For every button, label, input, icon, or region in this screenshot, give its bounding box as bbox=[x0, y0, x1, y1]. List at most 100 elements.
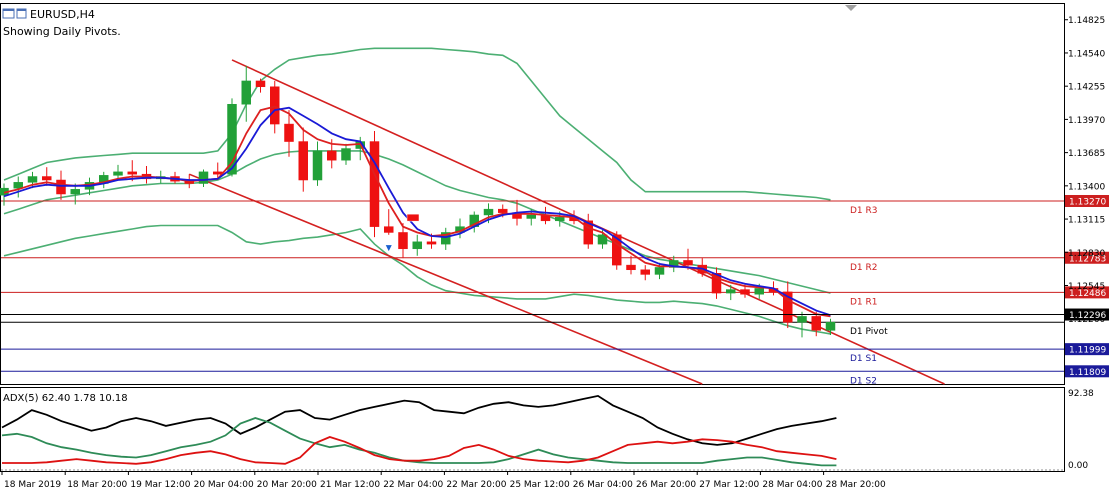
time-tick-label: 20 Mar 20:00 bbox=[257, 480, 317, 490]
candle[interactable] bbox=[384, 209, 394, 235]
candle[interactable] bbox=[298, 127, 308, 192]
candle-body bbox=[270, 86, 280, 125]
candle[interactable] bbox=[811, 311, 821, 337]
candle-body bbox=[754, 288, 764, 295]
candle-body bbox=[341, 148, 351, 161]
candle[interactable] bbox=[797, 311, 807, 338]
candle[interactable] bbox=[127, 160, 137, 182]
time-tick-label: 22 Mar 04:00 bbox=[383, 480, 443, 490]
candle-body bbox=[483, 208, 494, 216]
time-tick-label: 26 Mar 20:00 bbox=[636, 480, 696, 490]
pivot-price-label-d1-r2: 1.12783 bbox=[1069, 254, 1106, 264]
candle[interactable] bbox=[711, 267, 722, 299]
candle[interactable] bbox=[825, 318, 836, 336]
pivot-price-tag-d1-s1 bbox=[1065, 343, 1109, 356]
candle-body bbox=[384, 226, 394, 233]
candle[interactable] bbox=[726, 284, 736, 301]
candle-body bbox=[669, 260, 679, 268]
pivot-price-tag-d1-r1 bbox=[1065, 286, 1109, 299]
candle-body bbox=[626, 264, 636, 271]
candle[interactable] bbox=[412, 234, 422, 256]
candle-body bbox=[683, 260, 693, 266]
candle-body bbox=[612, 234, 622, 266]
chart-shift-icon[interactable] bbox=[845, 5, 857, 11]
time-tick-label: 21 Mar 12:00 bbox=[320, 480, 380, 490]
candle[interactable] bbox=[640, 265, 650, 281]
candle-body bbox=[213, 171, 223, 175]
candle-body bbox=[441, 232, 451, 245]
pivot-label-d1-pivot: D1 Pivot bbox=[850, 327, 888, 337]
current-price-label: 1.12296 bbox=[1069, 311, 1106, 321]
candle-body bbox=[198, 171, 209, 184]
candle-body bbox=[797, 316, 807, 323]
candle-body bbox=[255, 80, 266, 88]
candle[interactable] bbox=[241, 65, 251, 122]
price-tick-label: 1.14255 bbox=[1068, 83, 1105, 93]
candle-body bbox=[42, 176, 52, 181]
candle-body bbox=[526, 214, 536, 219]
candle[interactable] bbox=[113, 164, 123, 181]
candle-body bbox=[56, 179, 66, 195]
candle[interactable] bbox=[398, 223, 408, 259]
window-menu-icon[interactable] bbox=[2, 8, 27, 19]
pivot-label-d1-r3: D1 R3 bbox=[850, 206, 878, 216]
candle[interactable] bbox=[669, 255, 679, 273]
candle[interactable] bbox=[626, 255, 636, 275]
pivot-label-d1-s1: D1 S1 bbox=[850, 354, 877, 364]
adx-tick-label: 92.38 bbox=[1068, 389, 1094, 399]
candle[interactable] bbox=[312, 141, 323, 186]
time-tick-label: 25 Mar 12:00 bbox=[510, 480, 570, 490]
candle-body bbox=[825, 321, 836, 331]
candle[interactable] bbox=[284, 110, 294, 157]
price-tick-label: 1.13115 bbox=[1068, 216, 1105, 226]
candle-body bbox=[398, 232, 408, 250]
candle-body bbox=[113, 171, 123, 176]
pivot-price-label-d1-r1: 1.12486 bbox=[1069, 289, 1106, 299]
pivot-label-d1-r2: D1 R2 bbox=[850, 263, 878, 273]
pivot-price-label-d1-r3: 1.13270 bbox=[1069, 197, 1106, 207]
time-tick-label: 20 Mar 04:00 bbox=[194, 480, 254, 490]
candle[interactable] bbox=[13, 176, 23, 198]
candle-body bbox=[227, 103, 237, 175]
time-tick-label: 27 Mar 12:00 bbox=[699, 480, 759, 490]
current-price-tag bbox=[1065, 308, 1109, 321]
candle[interactable] bbox=[683, 248, 693, 270]
pivot-price-label-d1-s2: 1.11809 bbox=[1069, 368, 1106, 378]
price-tick-label: 1.12545 bbox=[1068, 282, 1105, 292]
time-tick-label: 18 Mar 20:00 bbox=[67, 480, 127, 490]
candle[interactable] bbox=[255, 78, 266, 93]
candle[interactable] bbox=[70, 183, 80, 205]
candle-body bbox=[811, 316, 821, 331]
bollinger-lower-band bbox=[3, 224, 831, 335]
time-tick-label: 19 Mar 12:00 bbox=[130, 480, 190, 490]
adx-tick-label: 0.00 bbox=[1068, 461, 1088, 471]
candle-body bbox=[583, 220, 593, 245]
price-tick-label: 1.13400 bbox=[1068, 182, 1105, 192]
pivot-price-tag-d1-r3 bbox=[1065, 194, 1109, 207]
adx-plus-di-line bbox=[1, 417, 837, 467]
price-tick-label: 1.13970 bbox=[1068, 116, 1105, 126]
candle[interactable] bbox=[341, 143, 351, 165]
candle-body bbox=[241, 80, 251, 105]
candle-body bbox=[13, 182, 23, 189]
candle[interactable] bbox=[198, 169, 209, 188]
bollinger-upper-band bbox=[3, 47, 831, 201]
time-tick-label: 18 Mar 2019 bbox=[4, 480, 61, 490]
time-tick-label: 28 Mar 20:00 bbox=[826, 480, 886, 490]
candle-body bbox=[127, 171, 137, 175]
candle[interactable] bbox=[583, 213, 593, 249]
adx-panel-frame bbox=[0, 387, 1065, 472]
candle-body bbox=[555, 217, 565, 222]
chart-symbol-title: EURUSD,H4 bbox=[30, 8, 95, 21]
candle[interactable] bbox=[441, 227, 451, 250]
candle-body bbox=[654, 267, 665, 275]
candle-body bbox=[412, 241, 422, 250]
candle-body bbox=[284, 123, 294, 142]
indicator-caption: Showing Daily Pivots. bbox=[3, 25, 121, 38]
candle[interactable] bbox=[369, 131, 380, 238]
candle[interactable] bbox=[783, 281, 793, 329]
bollinger-middle-band bbox=[3, 150, 831, 294]
candle-body bbox=[312, 150, 323, 181]
